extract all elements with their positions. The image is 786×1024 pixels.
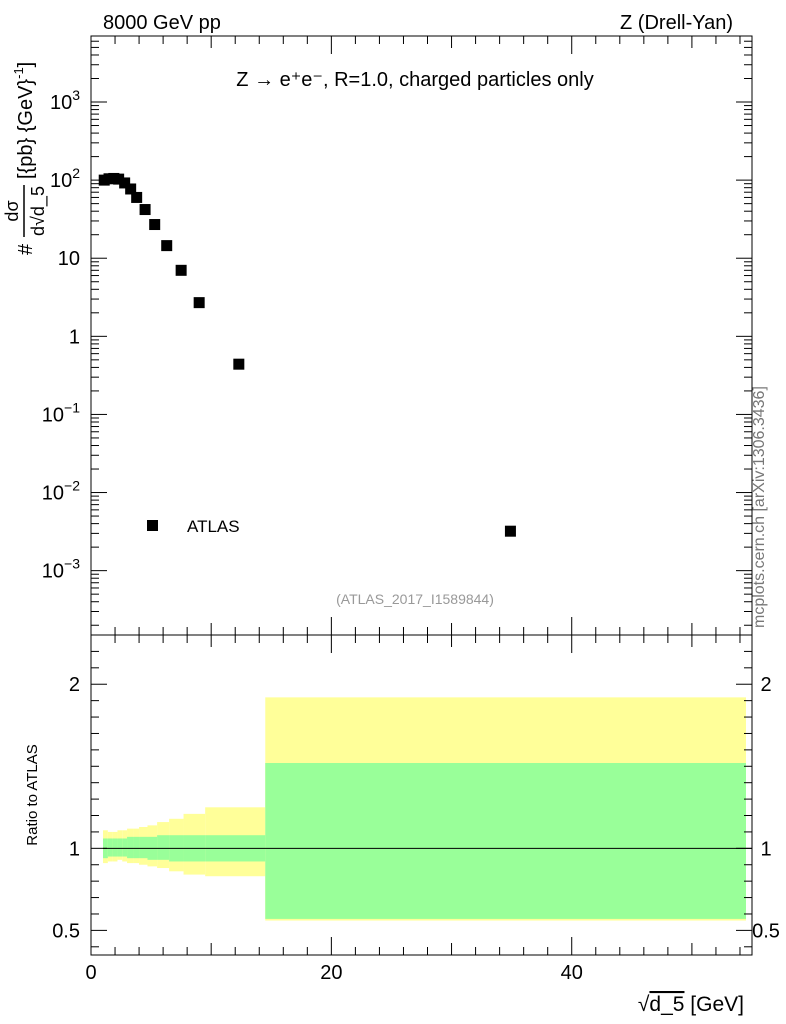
stat-uncertainty-band xyxy=(157,835,170,860)
ratio-ytick-label-left: 2 xyxy=(69,674,80,696)
data-point xyxy=(131,191,143,203)
ratio-xtick-label: 40 xyxy=(561,962,583,984)
ratio-ylabel: Ratio to ATLAS xyxy=(24,744,41,845)
header-right: Z (Drell-Yan) xyxy=(620,12,733,34)
stat-uncertainty-band xyxy=(112,838,118,857)
main-ytick-label: 10 xyxy=(58,248,80,270)
main-ytick-label: 10−1 xyxy=(42,399,80,426)
main-ylabel-den: d√d_5 xyxy=(28,186,49,236)
ratio-tick-labels: 0.5 0.51 12 20 20 40 xyxy=(52,674,780,984)
main-ytick-labels: 10−3 10−2 10−1 1 10 102 103 xyxy=(42,87,80,583)
ratio-ytick-label-left: 0.5 xyxy=(52,920,80,942)
header-left: 8000 GeV pp xyxy=(103,12,221,34)
data-point xyxy=(139,204,151,216)
ratio-xlabel-sqrt: √ xyxy=(638,993,650,1016)
ratio-ytick-label-left: 1 xyxy=(69,838,80,860)
legend-label-atlas: ATLAS xyxy=(187,517,240,536)
main-ylabel-units: [{pb} {GeV}-1] xyxy=(11,62,37,179)
ratio-bands xyxy=(103,697,746,921)
main-plot-frame xyxy=(90,35,753,636)
stat-uncertainty-band xyxy=(127,836,134,859)
ratio-xtick-label: 20 xyxy=(320,962,342,984)
ratio-xlabel: √d_5 [GeV] xyxy=(638,993,744,1016)
main-ylabel-num: dσ xyxy=(2,200,22,221)
ratio-ytick-label-right: 1 xyxy=(760,838,771,860)
ratio-ytick-label-right: 0.5 xyxy=(752,920,780,942)
main-chart-title: Z → e⁺e⁻, R=1.0, charged particles only xyxy=(236,69,593,91)
analysis-id-label: (ATLAS_2017_I1589844) xyxy=(336,591,494,607)
stat-uncertainty-band xyxy=(107,838,113,857)
data-point xyxy=(119,177,131,189)
stat-uncertainty-band xyxy=(133,836,140,859)
main-ytick-label: 10−2 xyxy=(42,478,80,505)
stat-uncertainty-band xyxy=(139,836,148,859)
stat-uncertainty-band xyxy=(122,838,128,857)
main-ylabel-units-close: ] xyxy=(15,62,37,68)
data-point xyxy=(193,297,205,309)
main-ylabel: # dσ d√d_5 [{pb} {GeV}-1] xyxy=(2,62,49,255)
main-ylabel-units-exp: -1 xyxy=(11,67,26,79)
data-point xyxy=(233,358,245,370)
main-data-points xyxy=(98,172,516,537)
main-ytick-label: 1 xyxy=(69,326,80,348)
main-ylabel-units-text: [{pb} {GeV} xyxy=(15,79,37,179)
data-point xyxy=(149,219,161,231)
ratio-plot-frame xyxy=(90,634,753,956)
ratio-xlabel-units: [GeV] xyxy=(684,993,744,1016)
side-credit-label: mcplots.cern.ch [arXiv:1306.3436] xyxy=(751,386,768,628)
main-ytick-label: 10−3 xyxy=(42,556,80,583)
main-ylabel-hash: # xyxy=(15,243,37,255)
data-point xyxy=(504,525,516,537)
data-point xyxy=(113,173,125,185)
main-ytick-label: 102 xyxy=(50,165,80,192)
data-point xyxy=(161,240,173,252)
data-point xyxy=(125,183,137,195)
stat-uncertainty-band xyxy=(265,763,746,919)
data-point xyxy=(175,264,187,276)
ratio-xlabel-var: d_5 xyxy=(649,993,684,1016)
ratio-xtick-label: 0 xyxy=(85,962,96,984)
ratio-ytick-label-right: 2 xyxy=(760,674,771,696)
stat-uncertainty-band xyxy=(117,838,123,857)
legend-marker-atlas xyxy=(147,520,158,531)
main-ytick-label: 103 xyxy=(50,87,80,114)
main-axis-ticks xyxy=(90,35,752,635)
ratio-axis-ticks xyxy=(90,635,752,955)
